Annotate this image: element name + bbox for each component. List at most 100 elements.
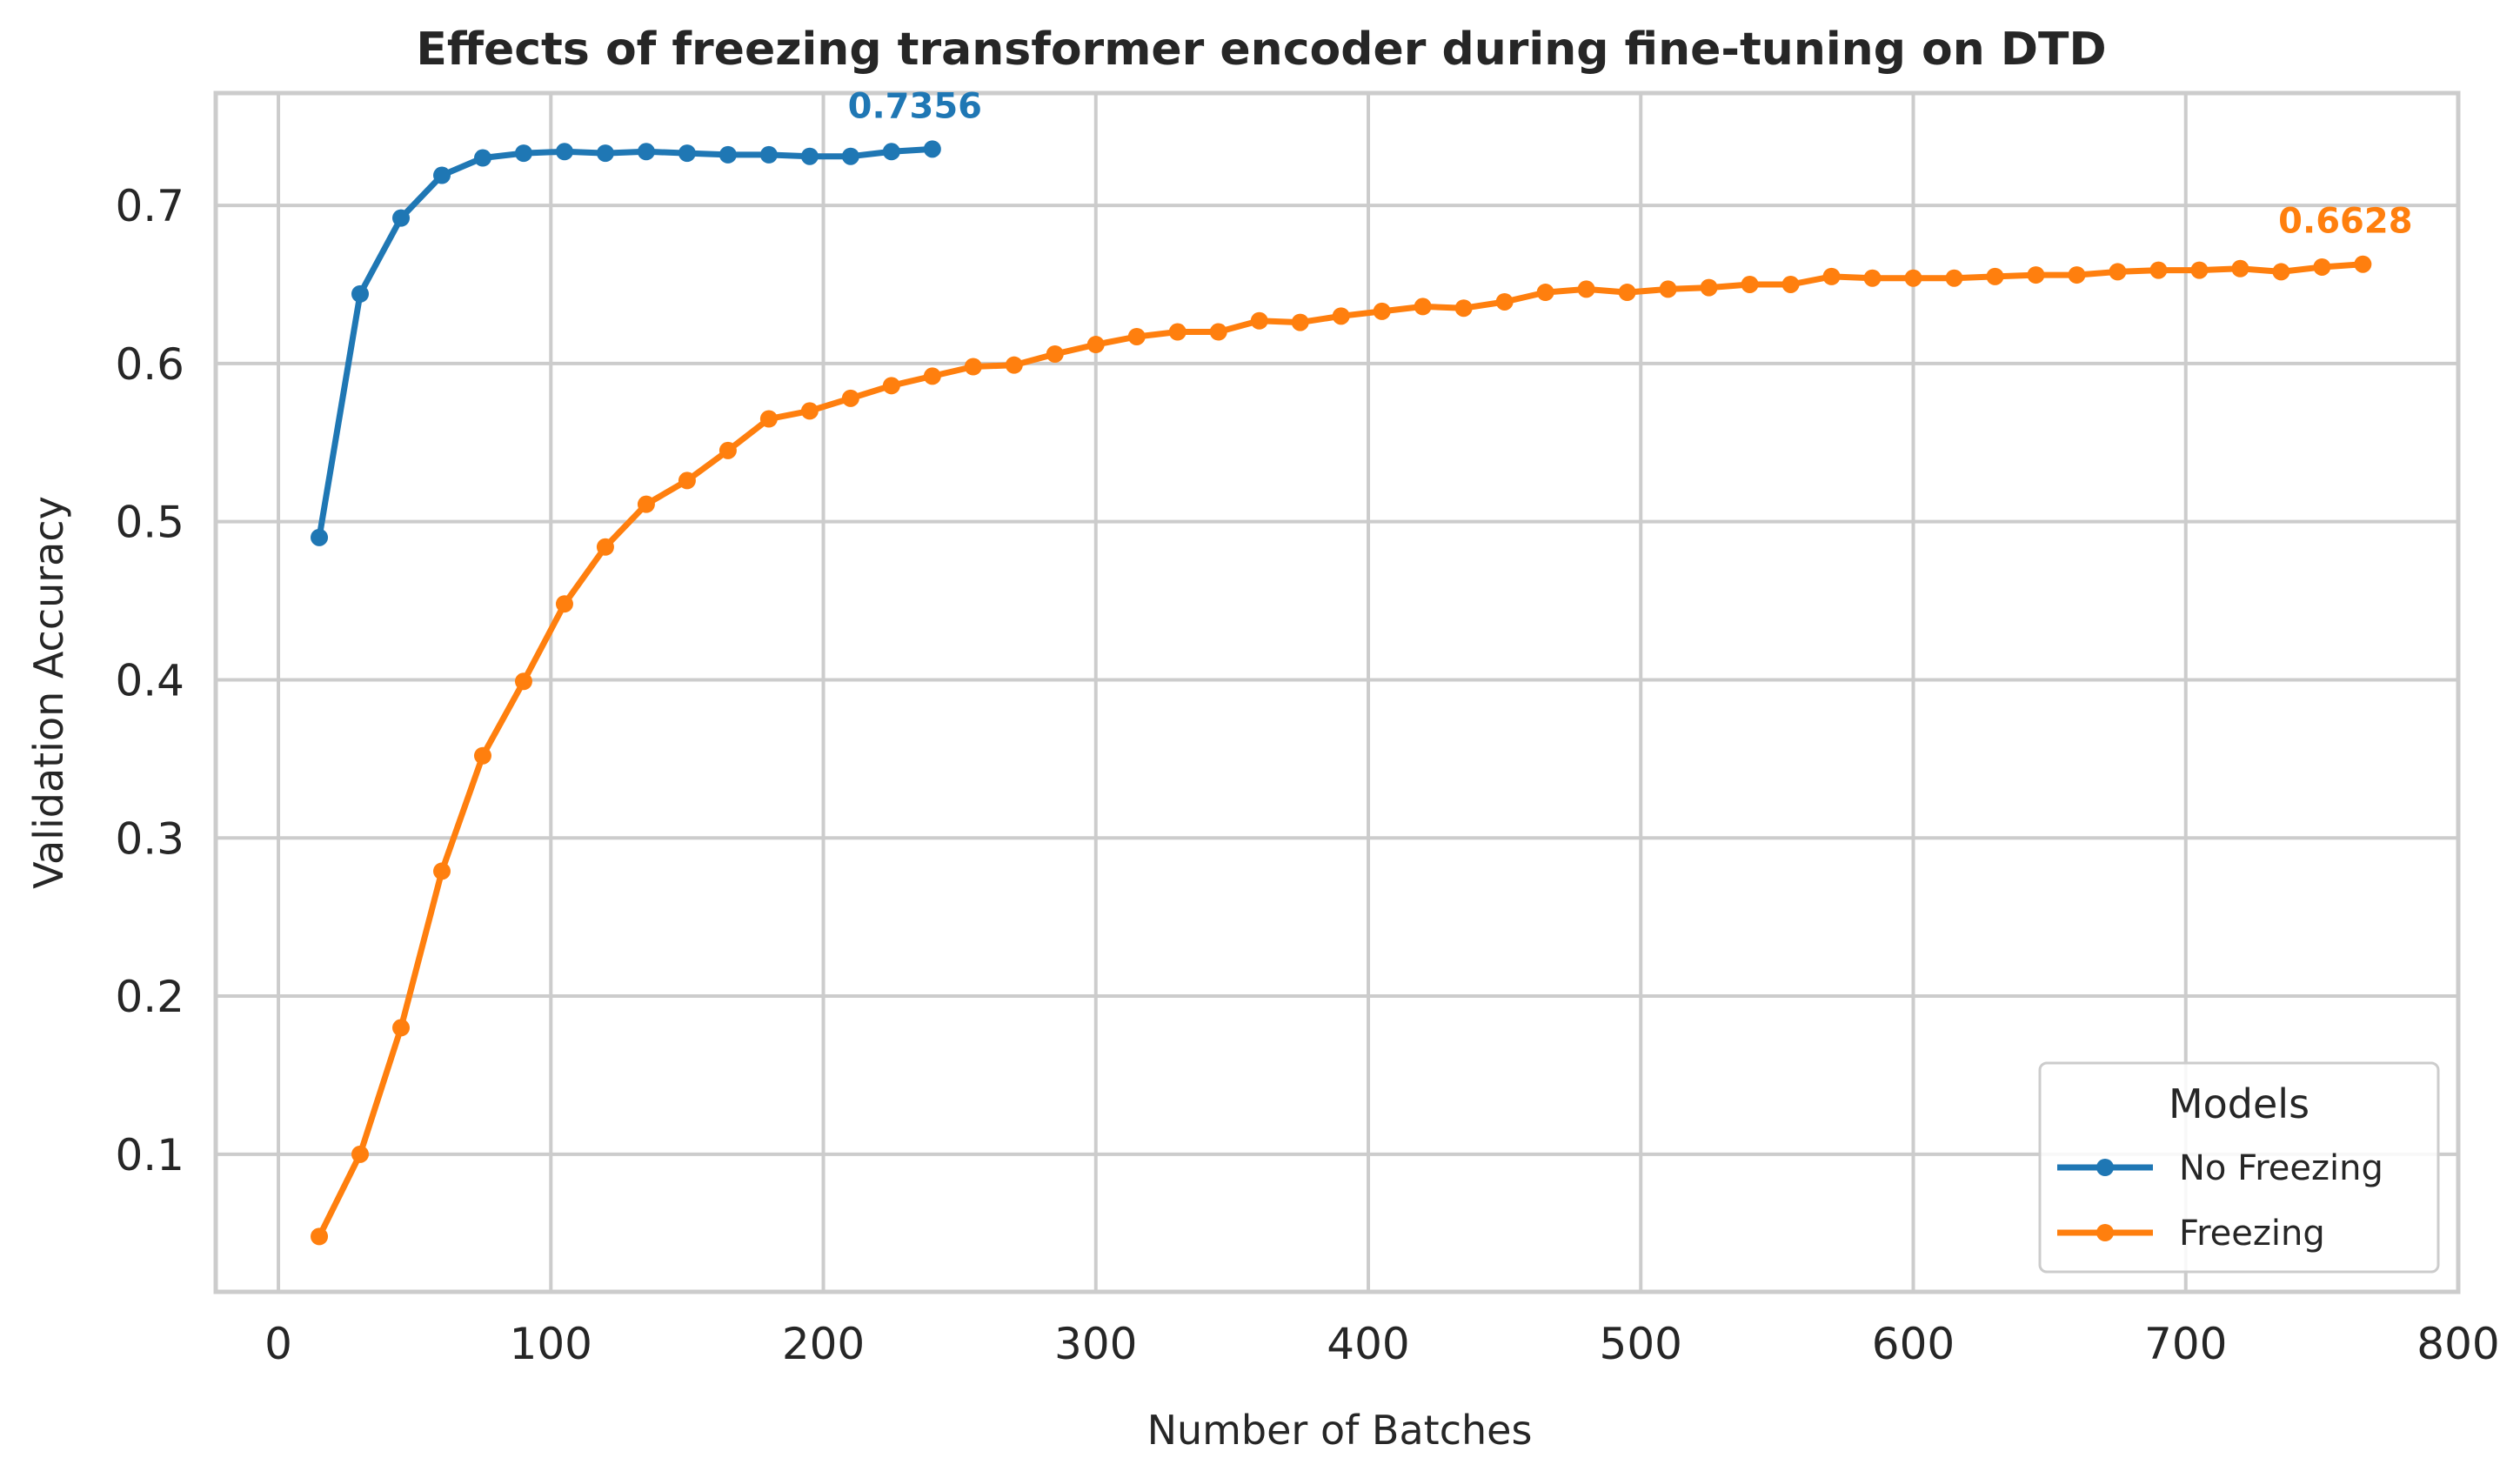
series-no-freezing: 0.7356 <box>311 86 982 546</box>
y-tick-label: 0.2 <box>115 972 184 1022</box>
data-point-no-freezing <box>555 143 573 161</box>
data-point-freezing <box>964 358 982 376</box>
legend-label-no-freezing: No Freezing <box>2179 1148 2383 1188</box>
x-tick-label: 700 <box>2144 1319 2227 1369</box>
data-point-freezing <box>473 746 491 765</box>
x-tick-label: 400 <box>1327 1319 1409 1369</box>
data-point-no-freezing <box>882 143 900 161</box>
data-point-freezing <box>1209 323 1227 341</box>
y-axis-label: Validation Accuracy <box>25 496 72 889</box>
x-tick-label: 300 <box>1054 1319 1137 1369</box>
y-tick-label: 0.1 <box>115 1130 184 1180</box>
data-point-no-freezing <box>841 147 859 165</box>
final-value-annotation-no-freezing: 0.7356 <box>848 86 982 126</box>
data-point-freezing <box>841 389 859 407</box>
data-point-no-freezing <box>311 528 329 546</box>
data-point-freezing <box>1291 313 1309 331</box>
data-point-freezing <box>1904 269 1922 287</box>
data-point-freezing <box>311 1227 329 1246</box>
x-tick-label: 800 <box>2416 1319 2499 1369</box>
data-point-freezing <box>1577 280 1595 298</box>
x-tick-label: 500 <box>1600 1319 1682 1369</box>
data-point-freezing <box>596 538 614 556</box>
data-point-freezing <box>2027 266 2045 284</box>
y-tick-label: 0.7 <box>115 181 184 231</box>
legend-marker-freezing <box>2096 1224 2114 1241</box>
x-tick-label: 200 <box>782 1319 865 1369</box>
data-point-freezing <box>432 862 451 880</box>
data-point-freezing <box>1454 299 1473 318</box>
legend-box <box>2038 1061 2440 1274</box>
data-point-freezing <box>514 672 532 691</box>
series-layer: 0.7356 0.6628 <box>311 86 2413 1246</box>
x-axis-label: Number of Batches <box>1147 1407 1533 1454</box>
series-freezing: 0.6628 <box>311 202 2413 1246</box>
data-point-freezing <box>2190 261 2209 279</box>
x-tick-label: 100 <box>510 1319 592 1369</box>
data-point-freezing <box>1945 269 1963 287</box>
data-point-freezing <box>1250 311 1268 330</box>
data-point-freezing <box>1863 269 1882 287</box>
y-tick-label: 0.3 <box>115 813 184 864</box>
data-point-freezing <box>1046 344 1064 363</box>
data-point-freezing <box>2231 259 2249 278</box>
data-point-no-freezing <box>800 147 819 165</box>
data-point-freezing <box>2272 263 2290 281</box>
x-tick-labels: 0 100 200 300 400 500 600 700 800 <box>264 1319 2500 1369</box>
data-point-freezing <box>1781 275 1800 293</box>
data-point-freezing <box>1659 280 1677 298</box>
data-point-freezing <box>555 595 573 613</box>
legend-label-freezing: Freezing <box>2179 1214 2325 1254</box>
y-tick-label: 0.5 <box>115 498 184 548</box>
data-point-no-freezing <box>637 143 655 161</box>
data-point-no-freezing <box>432 166 451 184</box>
data-point-freezing <box>2354 255 2372 273</box>
data-point-freezing <box>1986 267 2004 285</box>
data-point-freezing <box>923 367 941 385</box>
data-point-no-freezing <box>759 145 778 164</box>
final-value-annotation-freezing: 0.6628 <box>2278 202 2412 242</box>
data-point-freezing <box>637 495 655 513</box>
data-point-freezing <box>392 1019 411 1037</box>
data-point-freezing <box>1127 327 1146 345</box>
x-tick-label: 0 <box>264 1319 292 1369</box>
data-point-freezing <box>759 410 778 428</box>
data-point-freezing <box>1373 302 1391 320</box>
data-point-freezing <box>800 402 819 420</box>
data-point-freezing <box>1332 307 1350 325</box>
data-point-freezing <box>2149 261 2168 279</box>
legend-marker-no-freezing <box>2096 1159 2114 1176</box>
legend-title: Models <box>2169 1080 2309 1127</box>
data-point-freezing <box>1700 278 1718 297</box>
data-point-no-freezing <box>473 149 491 167</box>
data-point-freezing <box>1822 267 1841 285</box>
y-tick-label: 0.6 <box>115 339 184 390</box>
data-point-freezing <box>1168 323 1186 341</box>
data-point-freezing <box>351 1145 370 1163</box>
chart-title: Effects of freezing transformer encoder … <box>416 23 2106 76</box>
data-point-freezing <box>1741 275 1759 293</box>
legend: Models No Freezing Freezing <box>2038 1061 2440 1274</box>
data-point-no-freezing <box>678 144 696 163</box>
data-point-freezing <box>719 441 737 459</box>
data-point-freezing <box>1618 284 1636 302</box>
y-tick-labels: 0.1 0.2 0.3 0.4 0.5 0.6 0.7 <box>115 181 184 1180</box>
data-point-freezing <box>1414 298 1432 316</box>
data-point-freezing <box>1086 336 1105 354</box>
data-point-no-freezing <box>719 145 737 164</box>
data-point-freezing <box>2109 263 2127 281</box>
data-point-no-freezing <box>923 140 941 158</box>
data-point-no-freezing <box>514 144 532 163</box>
data-point-freezing <box>1495 292 1514 311</box>
x-tick-label: 600 <box>1872 1319 1955 1369</box>
data-point-no-freezing <box>392 209 411 227</box>
plot-frame <box>213 90 2461 1294</box>
data-point-freezing <box>2313 257 2331 276</box>
y-tick-label: 0.4 <box>115 655 184 706</box>
data-point-no-freezing <box>351 284 370 303</box>
series-line-no-freezing <box>316 145 936 541</box>
data-point-freezing <box>882 377 900 395</box>
data-point-freezing <box>1005 356 1023 374</box>
data-point-freezing <box>678 471 696 490</box>
